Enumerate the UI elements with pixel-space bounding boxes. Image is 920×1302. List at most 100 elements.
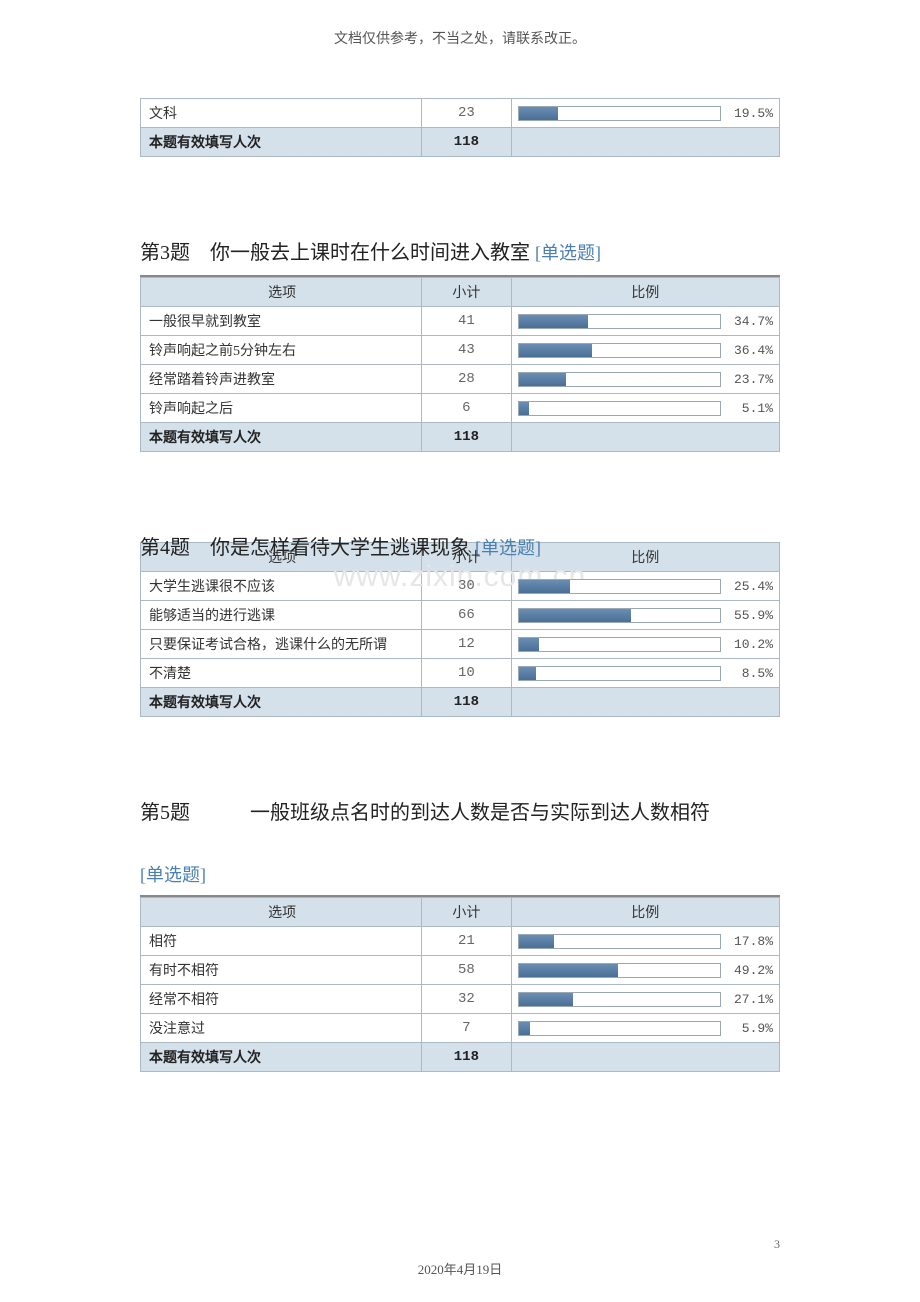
q5-tag: [单选题] <box>140 829 780 897</box>
percent-label: 5.1% <box>725 401 773 416</box>
col-header-option: 选项 <box>141 898 422 927</box>
bar-outer <box>518 992 721 1007</box>
bar-outer <box>518 314 721 329</box>
option-cell: 只要保证考试合格，逃课什么的无所谓 <box>141 630 422 659</box>
table-row: 不清楚10 8.5% <box>141 659 780 688</box>
percent-label: 5.9% <box>725 1021 773 1036</box>
total-label: 本题有效填写人次 <box>141 1043 422 1072</box>
bar-wrap: 5.1% <box>518 401 773 416</box>
table-row: 文科2319.5% <box>141 99 780 128</box>
footer-date: 2020年4月19日 <box>0 1259 920 1278</box>
total-ratio-empty <box>511 688 779 717</box>
percent-label: 25.4% <box>725 579 773 594</box>
bar-wrap: 5.9% <box>518 1021 773 1036</box>
col-header-ratio: 比例 <box>511 278 779 307</box>
header-note: 文档仅供参考，不当之处，请联系改正。 <box>0 0 920 68</box>
percent-label: 10.2% <box>725 637 773 652</box>
total-row: 本题有效填写人次118 <box>141 423 780 452</box>
total-row: 本题有效填写人次118 <box>141 1043 780 1072</box>
option-cell: 不清楚 <box>141 659 422 688</box>
percent-label: 55.9% <box>725 608 773 623</box>
q4-tbody: 大学生逃课很不应该3025.4%能够适当的进行逃课6655.9%只要保证考试合格… <box>141 572 780 717</box>
ratio-cell: 49.2% <box>511 956 779 985</box>
bar-wrap: 23.7% <box>518 372 773 387</box>
q5-thead: 选项 小计 比例 <box>141 898 780 927</box>
percent-label: 17.8% <box>725 934 773 949</box>
q5-block: 第5题 一般班级点名时的到达人数是否与实际到达人数相符 [单选题] 选项 小计 … <box>140 797 780 1072</box>
q5-tbody: 相符2117.8%有时不相符5849.2%经常不相符3227.1%没注意过75.… <box>141 927 780 1072</box>
table-row: 铃声响起之前5分钟左右4336.4% <box>141 336 780 365</box>
q4-block: 第4题 你是怎样看待大学生逃课现象 [单选题] www.zixin.com.cn… <box>140 532 780 717</box>
bar-wrap: 27.1% <box>518 992 773 1007</box>
ratio-cell: 5.1% <box>511 394 779 423</box>
q5-title: 第5题 一般班级点名时的到达人数是否与实际到达人数相符 <box>140 797 780 829</box>
total-ratio-empty <box>511 1043 779 1072</box>
bar-outer <box>518 934 721 949</box>
table-row: 相符2117.8% <box>141 927 780 956</box>
q3-table: 选项 小计 比例 一般很早就到教室4134.7%铃声响起之前5分钟左右4336.… <box>140 277 780 452</box>
option-cell: 文科 <box>141 99 422 128</box>
ratio-cell: 23.7% <box>511 365 779 394</box>
bar-outer <box>518 372 721 387</box>
table-row: 没注意过75.9% <box>141 1014 780 1043</box>
total-count: 118 <box>422 688 511 717</box>
bar-outer <box>518 1021 721 1036</box>
table-row: 经常踏着铃声进教室28 23.7% <box>141 365 780 394</box>
option-cell: 经常踏着铃声进教室 <box>141 365 422 394</box>
total-label: 本题有效填写人次 <box>141 128 422 157</box>
page-number: 3 <box>774 1237 780 1252</box>
bar-fill <box>519 667 536 680</box>
bar-outer <box>518 637 721 652</box>
percent-label: 19.5% <box>725 106 773 121</box>
bar-wrap: 8.5% <box>518 666 773 681</box>
count-cell: 58 <box>422 956 511 985</box>
col-header-option: 选项 <box>141 278 422 307</box>
count-cell: 66 <box>422 601 511 630</box>
table-row: 只要保证考试合格，逃课什么的无所谓12 10.2% <box>141 630 780 659</box>
bar-fill <box>519 993 574 1006</box>
total-label: 本题有效填写人次 <box>141 688 422 717</box>
partial-table: 文科2319.5%本题有效填写人次118 <box>140 98 780 157</box>
bar-wrap: 25.4% <box>518 579 773 594</box>
q4-tag: [单选题] <box>475 538 541 558</box>
option-cell: 经常不相符 <box>141 985 422 1014</box>
count-cell: 10 <box>422 659 511 688</box>
ratio-cell: 19.5% <box>511 99 779 128</box>
ratio-cell: 5.9% <box>511 1014 779 1043</box>
table-row: 能够适当的进行逃课66 55.9% <box>141 601 780 630</box>
option-cell: 相符 <box>141 927 422 956</box>
bar-wrap: 10.2% <box>518 637 773 652</box>
bar-wrap: 34.7% <box>518 314 773 329</box>
count-cell: 6 <box>422 394 511 423</box>
ratio-cell: 55.9% <box>511 601 779 630</box>
bar-outer <box>518 608 721 623</box>
q3-title-text: 第3题 你一般去上课时在什么时间进入教室 <box>140 242 530 264</box>
ratio-cell: 17.8% <box>511 927 779 956</box>
q3-thead: 选项 小计 比例 <box>141 278 780 307</box>
count-cell: 41 <box>422 307 511 336</box>
bar-fill <box>519 107 558 120</box>
count-cell: 7 <box>422 1014 511 1043</box>
bar-outer <box>518 666 721 681</box>
option-cell: 能够适当的进行逃课 <box>141 601 422 630</box>
bar-wrap: 36.4% <box>518 343 773 358</box>
bar-wrap: 49.2% <box>518 963 773 978</box>
total-count: 118 <box>422 128 511 157</box>
total-ratio-empty <box>511 128 779 157</box>
ratio-cell: 8.5% <box>511 659 779 688</box>
total-ratio-empty <box>511 423 779 452</box>
count-cell: 32 <box>422 985 511 1014</box>
ratio-cell: 27.1% <box>511 985 779 1014</box>
total-count: 118 <box>422 423 511 452</box>
bar-fill <box>519 315 589 328</box>
percent-label: 36.4% <box>725 343 773 358</box>
q3-title: 第3题 你一般去上课时在什么时间进入教室 [单选题] <box>140 237 780 277</box>
partial-question-block: 文科2319.5%本题有效填写人次118 <box>140 98 780 157</box>
count-cell: 12 <box>422 630 511 659</box>
q3-tag: [单选题] <box>535 243 601 263</box>
percent-label: 34.7% <box>725 314 773 329</box>
count-cell: 28 <box>422 365 511 394</box>
total-row: 本题有效填写人次118 <box>141 128 780 157</box>
option-cell: 铃声响起之前5分钟左右 <box>141 336 422 365</box>
q3-tbody: 一般很早就到教室4134.7%铃声响起之前5分钟左右4336.4%经常踏着铃声进… <box>141 307 780 452</box>
